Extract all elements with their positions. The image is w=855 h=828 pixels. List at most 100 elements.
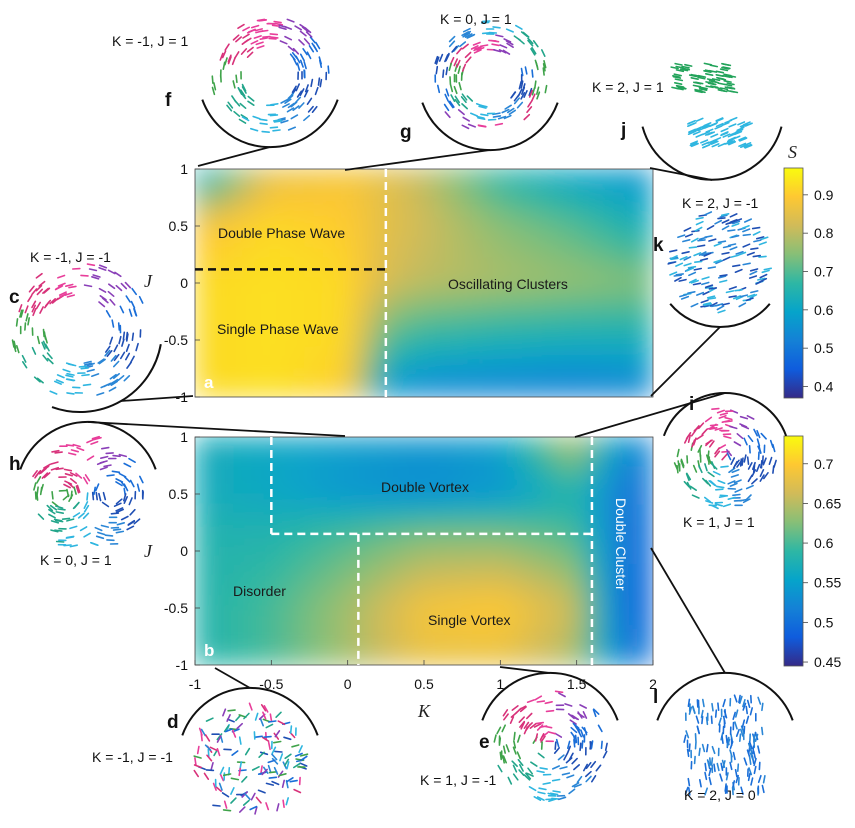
particle-arrow <box>746 699 751 709</box>
particle-arrow <box>448 62 453 71</box>
heatmap-cell <box>243 515 256 528</box>
heatmap-cell <box>263 257 276 270</box>
heatmap-cell <box>612 525 625 538</box>
heatmap-cell <box>492 169 505 180</box>
particle-arrow <box>32 307 37 317</box>
heatmap-cell <box>243 564 256 577</box>
heatmap-cell <box>273 169 286 180</box>
heatmap-cell <box>552 485 565 498</box>
heatmap-cell <box>203 654 216 665</box>
heatmap-cell <box>552 594 565 607</box>
heatmap-cell <box>602 247 615 260</box>
particle-arrow <box>531 69 534 78</box>
particle-arrow <box>55 467 64 471</box>
particle-arrow <box>693 252 702 257</box>
particle-arrow <box>715 74 724 77</box>
heatmap-cell <box>403 604 416 617</box>
particle-arrow <box>62 494 70 501</box>
heatmap-cell <box>582 644 595 657</box>
particle-arrow <box>231 56 236 66</box>
heatmap-cell <box>253 525 266 538</box>
heatmap-cell <box>532 594 545 607</box>
heatmap-cell <box>452 386 465 397</box>
particle-arrow <box>704 416 713 423</box>
heatmap-cell <box>522 437 535 448</box>
heatmap-cell <box>393 386 406 397</box>
inset-f-letter: f <box>165 90 172 111</box>
heatmap-cell <box>542 267 555 280</box>
heatmap-cell <box>423 376 435 389</box>
heatmap-cell <box>203 197 216 210</box>
heatmap-cell <box>273 614 286 627</box>
heatmap-cell <box>442 237 455 250</box>
heatmap-cell <box>452 187 465 200</box>
heatmap-cell <box>532 356 545 369</box>
heatmap-cell <box>203 535 216 548</box>
heatmap-cell <box>363 366 376 379</box>
particle-arrow <box>492 26 501 29</box>
heatmap-cell <box>492 217 505 230</box>
heatmap-cell <box>552 614 565 627</box>
heatmap-cell <box>283 286 296 299</box>
particle-arrow <box>271 746 277 755</box>
heatmap-cell <box>223 445 236 458</box>
heatmap-cell <box>592 525 605 538</box>
heatmap-cell <box>383 217 396 230</box>
particle-arrow <box>527 37 534 45</box>
heatmap-cell <box>203 495 216 508</box>
heatmap-cell <box>582 455 595 468</box>
particle-arrow <box>59 292 68 298</box>
heatmap-cell <box>552 495 565 508</box>
heatmap-cell <box>223 257 236 270</box>
heatmap-cell <box>383 584 396 597</box>
heatmap-cell <box>413 614 425 627</box>
particle-arrow <box>464 33 473 39</box>
inset-h-snapshot <box>19 420 346 548</box>
heatmap-cell <box>273 267 286 280</box>
heatmap-cell <box>303 356 316 369</box>
particle-arrow <box>731 780 736 789</box>
heatmap-cell <box>363 594 376 607</box>
heatmap-cell <box>393 207 406 220</box>
x-tick-label: 0.5 <box>414 676 434 692</box>
particle-arrow <box>540 49 546 58</box>
particle-arrow <box>135 342 139 352</box>
heatmap-cell <box>612 207 625 220</box>
particle-arrow <box>268 37 277 40</box>
particle-arrow <box>216 733 223 741</box>
inset-f-caption: K = -1, J = 1 <box>112 33 188 49</box>
heatmap-cell <box>562 286 575 299</box>
heatmap-cell <box>572 227 585 240</box>
particle-arrow <box>317 77 321 86</box>
particle-arrow <box>216 735 222 743</box>
particle-arrow <box>704 73 714 76</box>
heatmap-cell <box>353 485 366 498</box>
heatmap-cell <box>203 465 216 478</box>
heatmap-cell <box>502 594 515 607</box>
heatmap-cell <box>512 227 525 240</box>
particle-arrow <box>684 63 693 67</box>
particle-arrow <box>741 719 746 728</box>
particle-arrow <box>690 142 699 148</box>
heatmap-cell <box>512 584 525 597</box>
particle-arrow <box>97 358 105 364</box>
particle-arrow <box>525 712 533 720</box>
particle-arrow <box>705 81 714 85</box>
heatmap-cell <box>303 177 316 190</box>
heatmap-cell <box>223 654 236 665</box>
heatmap-cell <box>512 455 525 468</box>
heatmap-cell <box>253 356 266 369</box>
heatmap-cell <box>602 485 615 498</box>
heatmap-cell <box>432 475 445 488</box>
particle-arrow <box>731 786 734 796</box>
heatmap-cell <box>203 614 216 627</box>
x-axis-label-b: K <box>417 701 431 721</box>
heatmap-cell <box>492 574 505 587</box>
heatmap-cell <box>642 445 653 458</box>
particle-arrow <box>477 124 487 128</box>
heatmap-cell <box>313 277 326 289</box>
particle-arrow <box>502 755 506 764</box>
heatmap-cell <box>502 316 515 329</box>
heatmap-cell <box>472 296 485 309</box>
heatmap-cell <box>442 286 455 299</box>
